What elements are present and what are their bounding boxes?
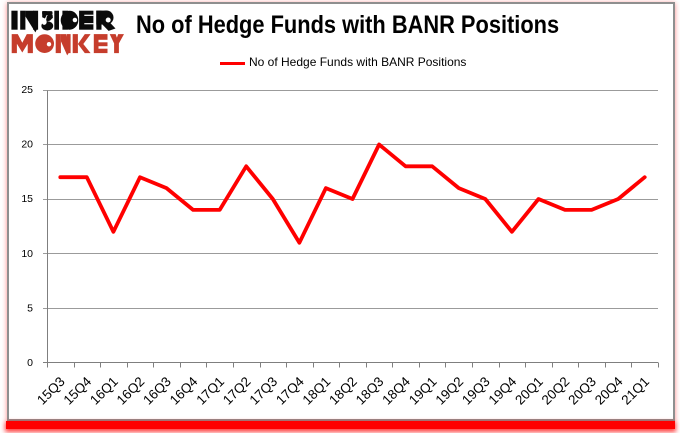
svg-text:17Q1: 17Q1 [193,374,227,408]
svg-text:19Q3: 19Q3 [459,374,493,408]
svg-text:15: 15 [21,193,33,205]
svg-text:16Q2: 16Q2 [114,374,148,408]
svg-text:18Q2: 18Q2 [326,374,360,408]
svg-text:25: 25 [21,84,33,96]
svg-text:16Q1: 16Q1 [87,374,121,408]
svg-text:18Q4: 18Q4 [379,373,413,407]
svg-text:15Q3: 15Q3 [34,374,68,408]
svg-text:5: 5 [27,302,33,314]
svg-text:20Q3: 20Q3 [565,374,599,408]
svg-text:16Q4: 16Q4 [167,373,201,407]
svg-text:19Q1: 19Q1 [406,374,440,408]
svg-text:0: 0 [27,357,33,369]
svg-text:16Q3: 16Q3 [140,374,174,408]
svg-text:21Q1: 21Q1 [618,374,652,408]
svg-text:20Q4: 20Q4 [592,373,626,407]
svg-text:20Q1: 20Q1 [512,374,546,408]
svg-text:20: 20 [21,139,33,151]
svg-text:15Q4: 15Q4 [60,373,94,407]
svg-text:19Q4: 19Q4 [486,373,520,407]
svg-text:19Q2: 19Q2 [432,374,466,408]
svg-text:20Q2: 20Q2 [539,374,573,408]
svg-text:17Q4: 17Q4 [273,373,307,407]
svg-text:17Q3: 17Q3 [246,374,280,408]
svg-text:17Q2: 17Q2 [220,374,254,408]
svg-text:18Q3: 18Q3 [353,374,387,408]
svg-text:18Q1: 18Q1 [300,374,334,408]
svg-text:10: 10 [21,248,33,260]
